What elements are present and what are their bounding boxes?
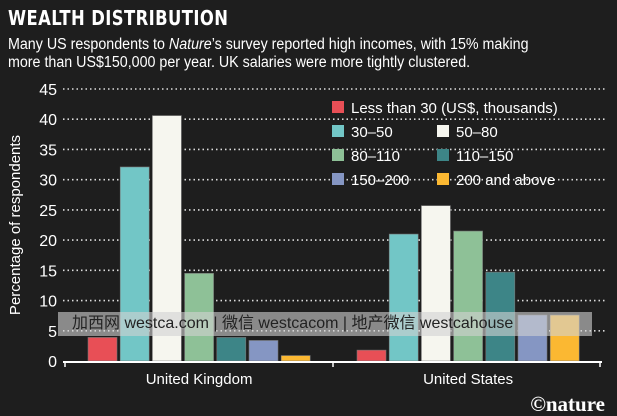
subtitle-post: ’s survey reported high incomes, with 15…	[211, 36, 529, 53]
legend-label: 30–50	[351, 124, 393, 141]
x-category-label: United Kingdom	[146, 371, 253, 388]
y-tick-label: 40	[39, 112, 57, 129]
watermark: 加西网 westca.com | 微信 westcacom | 地产微信 wes…	[58, 312, 592, 336]
subtitle-line2: more than US$150,000 per year. UK salari…	[8, 54, 471, 71]
legend-swatch	[332, 101, 344, 113]
bar	[453, 230, 483, 362]
y-tick-label: 35	[39, 142, 57, 159]
x-category-label: United States	[423, 371, 513, 388]
y-tick-label: 5	[48, 324, 57, 341]
legend-label: 110–150	[456, 148, 513, 165]
legend-swatch	[437, 125, 449, 137]
legend-swatch	[332, 149, 344, 161]
bar	[87, 337, 118, 362]
y-tick-label: 30	[39, 173, 57, 190]
y-tick-label: 25	[39, 203, 57, 220]
y-axis-label: Percentage of respondents	[7, 135, 24, 315]
legend-label: 150–200	[351, 172, 409, 189]
y-tick-label: 15	[39, 263, 57, 280]
chart-subtitle: Many US respondents to Nature’s survey r…	[8, 36, 578, 72]
legend-swatch	[332, 125, 344, 137]
y-tick-label: 10	[39, 294, 57, 311]
legend-swatch	[437, 173, 449, 185]
chart-title: WEALTH DISTRIBUTION	[8, 6, 229, 30]
y-tick-label: 20	[39, 233, 57, 250]
bar	[280, 355, 311, 362]
bar	[388, 233, 419, 362]
legend-swatch	[332, 173, 344, 185]
subtitle-italic: Nature	[168, 36, 212, 53]
legend-label: 80–110	[351, 148, 400, 165]
legend-label: 50–80	[456, 124, 498, 141]
legend-swatch	[437, 149, 449, 161]
bar	[248, 340, 279, 362]
bar	[216, 337, 247, 362]
bar	[421, 205, 451, 362]
nature-credit-logo: ©nature	[530, 392, 605, 416]
bar	[356, 349, 387, 362]
subtitle-pre: Many US respondents to	[8, 36, 169, 53]
y-tick-label: 45	[39, 82, 57, 99]
legend-label: Less than 30 (US$, thousands)	[351, 100, 558, 117]
y-tick-label: 0	[48, 354, 57, 371]
legend-label: 200 and above	[456, 172, 555, 189]
